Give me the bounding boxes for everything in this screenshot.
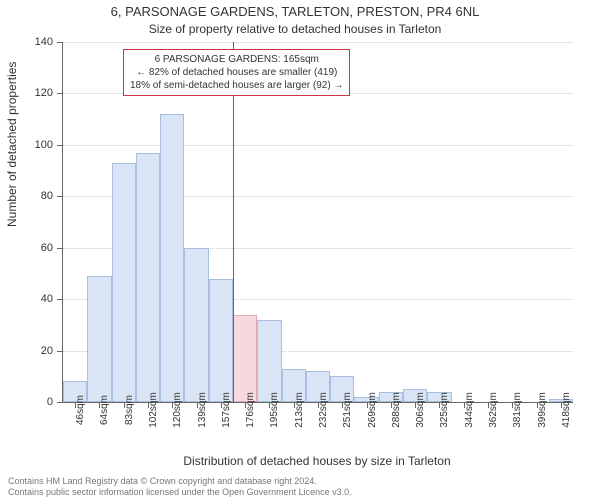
- histogram-bar: [257, 320, 281, 402]
- y-tick: [57, 248, 63, 249]
- x-tick-label: 381sqm: [512, 392, 523, 428]
- x-tick-label: 288sqm: [391, 392, 402, 428]
- histogram-bar: [87, 276, 111, 402]
- footer-line-1: Contains HM Land Registry data © Crown c…: [8, 476, 592, 487]
- y-tick: [57, 145, 63, 146]
- y-tick-label: 140: [35, 36, 53, 48]
- histogram-bar: [112, 163, 136, 402]
- y-tick: [57, 402, 63, 403]
- x-tick-label: 306sqm: [415, 392, 426, 428]
- chart-title-main: 6, PARSONAGE GARDENS, TARLETON, PRESTON,…: [0, 4, 590, 19]
- marker-line: [233, 42, 234, 402]
- x-tick-label: 64sqm: [99, 395, 110, 425]
- x-tick-label: 157sqm: [221, 392, 232, 428]
- x-tick-label: 325sqm: [439, 392, 450, 428]
- y-tick: [57, 196, 63, 197]
- annotation-callout: 6 PARSONAGE GARDENS: 165sqm ← 82% of det…: [123, 49, 350, 96]
- x-tick-label: 102sqm: [148, 392, 159, 428]
- x-tick-label: 232sqm: [318, 392, 329, 428]
- x-tick-label: 120sqm: [172, 392, 183, 428]
- footer-line-2: Contains public sector information licen…: [8, 487, 592, 498]
- y-tick-label: 20: [41, 345, 53, 357]
- y-tick-label: 40: [41, 293, 53, 305]
- chart-container: 6, PARSONAGE GARDENS, TARLETON, PRESTON,…: [0, 0, 600, 500]
- x-tick-label: 362sqm: [488, 392, 499, 428]
- histogram-bar: [233, 315, 257, 402]
- annotation-line-3: 18% of semi-detached houses are larger (…: [130, 79, 343, 92]
- y-tick: [57, 42, 63, 43]
- x-tick-label: 344sqm: [464, 392, 475, 428]
- histogram-bar: [136, 153, 160, 402]
- y-tick-label: 100: [35, 139, 53, 151]
- histogram-bar: [184, 248, 208, 402]
- annotation-line-1: 6 PARSONAGE GARDENS: 165sqm: [130, 53, 343, 66]
- y-axis-label: Number of detached properties: [5, 62, 19, 227]
- x-tick-label: 176sqm: [245, 392, 256, 428]
- x-tick-label: 213sqm: [294, 392, 305, 428]
- histogram-bar: [209, 279, 233, 402]
- gridline: [63, 42, 573, 43]
- x-axis-label: Distribution of detached houses by size …: [62, 454, 572, 468]
- chart-title-sub: Size of property relative to detached ho…: [0, 22, 590, 36]
- x-tick-label: 83sqm: [124, 395, 135, 425]
- x-tick-label: 418sqm: [561, 392, 572, 428]
- plot-area: 02040608010012014046sqm64sqm83sqm102sqm1…: [62, 42, 573, 403]
- y-tick-label: 120: [35, 87, 53, 99]
- x-tick-label: 46sqm: [75, 395, 86, 425]
- gridline: [63, 145, 573, 146]
- footer-attribution: Contains HM Land Registry data © Crown c…: [8, 476, 592, 499]
- histogram-bar: [160, 114, 184, 402]
- x-tick-label: 399sqm: [537, 392, 548, 428]
- x-tick-label: 269sqm: [367, 392, 378, 428]
- y-tick-label: 80: [41, 190, 53, 202]
- annotation-line-2: ← 82% of detached houses are smaller (41…: [130, 66, 343, 79]
- x-tick-label: 251sqm: [342, 392, 353, 428]
- y-tick-label: 60: [41, 242, 53, 254]
- x-tick-label: 195sqm: [269, 392, 280, 428]
- y-tick: [57, 351, 63, 352]
- y-tick-label: 0: [47, 396, 53, 408]
- y-tick: [57, 93, 63, 94]
- x-tick-label: 139sqm: [197, 392, 208, 428]
- y-tick: [57, 299, 63, 300]
